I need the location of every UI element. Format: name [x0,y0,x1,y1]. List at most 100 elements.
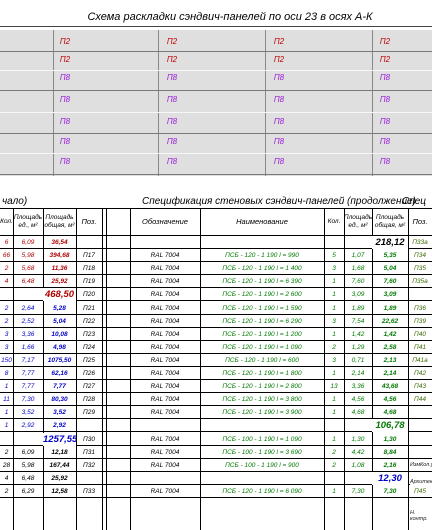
table-row-border [0,496,432,498]
table-row: 1 2,92 2,92 106,78 [0,419,432,433]
table-row: 28 5,98 167,44 П32 RAL 7004 ПСБ - 100 - 1 190… [0,459,432,472]
prev-col-kol-header: Кол. [0,218,13,225]
col-area-unit-header: Площадь ед., м² [343,214,373,229]
prev-area-total-cell: 7,77 [53,383,66,391]
next-pos-cell: П35а [412,278,428,286]
name-cell [200,236,324,249]
col-kol-header: Кол. [327,218,341,225]
table-row-border [0,379,432,381]
table-row: 3 1,66 4,98 П24 RAL 7004 ПСБ - 120 - 1 190 l … [0,341,432,354]
prev-area-unit-cell: 6,09 [21,239,35,246]
table-column-line [324,208,325,530]
col-pos-header: Поз. [81,217,97,226]
table-column-line [344,208,345,530]
group-sum: 106,78 [372,419,408,433]
kol-cell: 1 [332,330,336,338]
prev-area-unit-cell: 5,98 [21,252,35,260]
next-pos-cell: П42 [414,370,426,377]
area-unit-cell: 1,07 [351,252,365,260]
prev-kol-cell: 3 [4,330,9,338]
kol-cell: 3 [332,356,336,364]
table-row-border [0,326,432,328]
designation-cell: RAL 7004 [150,330,180,338]
group-sum: 218,12 [372,236,408,249]
prev-kol-cell: 2 [4,317,9,325]
designation-cell: RAL 7004 [150,356,180,364]
col-name-header: Наименование [236,217,288,226]
area-total-cell: 4,68 [383,409,397,417]
table-column-line [102,208,103,530]
table-header-border [0,208,432,209]
table-row-border [0,483,432,485]
area-unit-cell: 4,56 [351,396,365,404]
scheme-panel-label: П2 [379,55,391,64]
name-cell [200,472,324,485]
title-block-label: Архитект [410,479,432,485]
pos-cell: П32 [83,461,95,469]
table-row: 2 6,09 12,18 П31 RAL 7004 ПСБ - 100 - 1 190 l… [0,446,432,459]
scheme-panel-joint [0,133,432,134]
pos-cell: П17 [83,252,95,260]
spec-tables: Кол. Площадь ед., м² Площадь общая, м² Поз.… [0,208,432,530]
scheme-panel-label: П8 [59,117,71,126]
area-total-cell: 1,30 [383,435,397,443]
pos-cell [76,236,102,249]
area-unit-cell: 1,08 [351,461,365,469]
area-unit-cell: 0,71 [351,356,365,364]
pos-cell: П29 [83,409,95,417]
pos-cell: П30 [83,435,95,443]
kol-cell [324,419,344,432]
next-pos-cell: П43 [414,383,426,391]
designation-cell: RAL 7004 [150,317,180,325]
table-column-line [372,208,373,530]
table-row-border [0,339,432,341]
next-pos-cell [408,288,432,301]
scheme-panel-label: П8 [273,117,285,126]
pos-cell: П31 [83,448,95,456]
designation-cell: RAL 7004 [150,304,180,312]
prev-area-total-cell: 3,52 [53,409,66,417]
area-unit-cell: 2,14 [351,370,365,377]
designation-cell [130,472,200,485]
col-designation-header: Обозначение [142,217,188,226]
area-unit-cell: 4,42 [351,448,365,456]
scheme-panel-label: П8 [166,95,178,104]
area-total-cell: 22,62 [381,317,399,325]
area-total-cell: 7,30 [383,487,397,495]
prev-group-sum: 1257,55 [43,432,76,446]
area-unit-cell [344,472,372,485]
next-pos-cell [408,446,432,459]
area-total-cell: 8,84 [383,448,397,456]
scheme-panel-joint [0,51,432,52]
next-pos-cell: П39 [414,317,426,325]
designation-cell: RAL 7004 [150,278,180,286]
pos-cell: П21 [83,304,95,312]
next-pos-cell: П44 [414,396,426,404]
prev-kol-cell: 2 [4,265,9,273]
prev-kol-cell: 2 [4,487,9,495]
designation-cell: RAL 7004 [150,396,180,404]
prev-area-unit-cell [13,288,43,301]
scheme-panel-label: П8 [166,157,178,166]
title-block-label: Изм. [410,462,422,468]
prev-area-unit-cell: 3,52 [21,409,35,417]
prev-area-unit-cell: 2,52 [21,317,35,325]
next-pos-cell: П33а [412,239,428,246]
area-unit-cell [344,419,372,432]
next-pos-cell: П35 [414,265,426,273]
scheme-panel-label: П8 [273,157,285,166]
prev-kol-cell: 4 [4,278,9,286]
next-pos-cell: П34 [414,252,426,260]
next-pos-cell: П36 [414,304,426,312]
area-total-cell: 7,60 [383,278,397,286]
kol-cell: 3 [332,265,336,273]
prev-area-unit-cell: 7,77 [21,370,35,377]
designation-cell: RAL 7004 [150,265,180,273]
table-row-border [0,405,432,407]
prev-area-unit-cell [13,433,43,446]
prev-kol-cell: 2 [4,304,9,312]
table-row-border [0,392,432,394]
scheme-axis-line [158,30,159,176]
area-unit-cell: 1,42 [351,330,365,338]
kol-cell [324,236,344,249]
